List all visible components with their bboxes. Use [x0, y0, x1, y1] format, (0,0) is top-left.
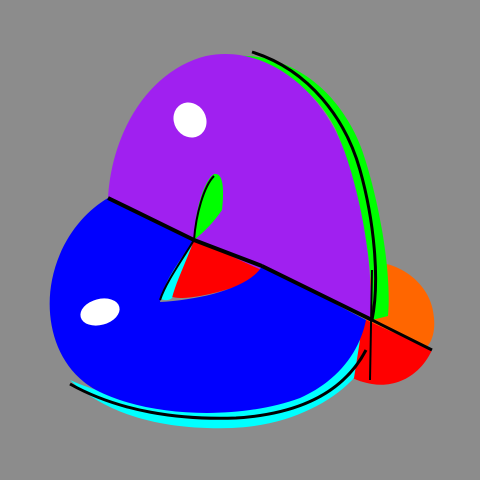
- seam-line-main: [107, 196, 373, 322]
- lobe-blue: [49, 198, 367, 413]
- seam-line-inner: [159, 175, 215, 301]
- inner-green: [194, 173, 224, 240]
- seam-line-bottom: [69, 349, 368, 420]
- highlight-bottom: [80, 298, 120, 326]
- seam-line-arch-right: [251, 50, 378, 321]
- seam-line-right-lobe: [371, 318, 433, 352]
- inner-red: [169, 240, 262, 298]
- seam-line-vertical: [369, 269, 373, 381]
- highlight-top: [173, 102, 207, 138]
- right-lobe-red: [343, 320, 432, 385]
- arch-green-side: [232, 55, 389, 320]
